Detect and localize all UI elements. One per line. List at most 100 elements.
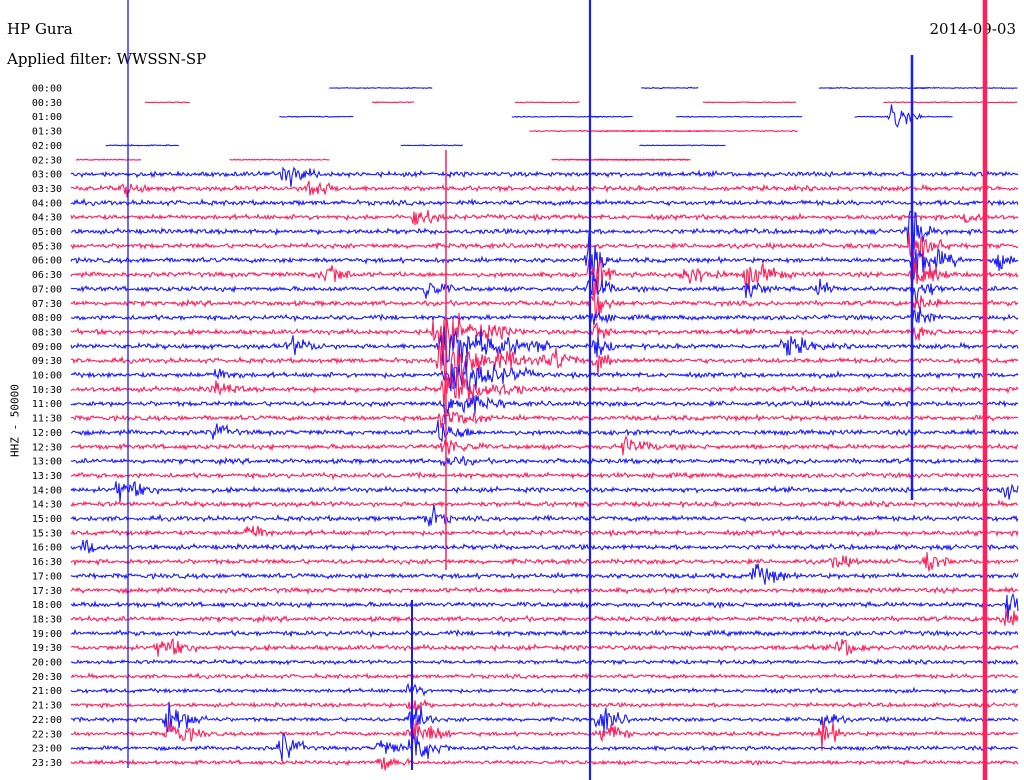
trace-row bbox=[70, 585, 1019, 596]
row-time-label: 20:00 bbox=[32, 658, 62, 669]
station-name: HP Gura bbox=[7, 20, 73, 38]
row-time-label: 21:00 bbox=[32, 686, 62, 697]
row-time-label: 08:00 bbox=[32, 313, 62, 324]
row-time-label: 09:30 bbox=[32, 356, 62, 367]
trace-row bbox=[70, 232, 1019, 263]
row-time-label: 08:30 bbox=[32, 327, 62, 338]
row-time-label: 19:00 bbox=[32, 629, 62, 640]
trace-row bbox=[70, 757, 1019, 771]
row-time-label: 21:30 bbox=[32, 701, 62, 712]
trace-row bbox=[70, 419, 1019, 442]
trace-row bbox=[70, 552, 1019, 572]
trace-row bbox=[70, 733, 1019, 762]
row-time-label: 22:30 bbox=[32, 729, 62, 740]
trace-row bbox=[279, 104, 953, 128]
trace-row bbox=[70, 210, 1019, 255]
row-time-label: 23:30 bbox=[32, 758, 62, 769]
trace-row bbox=[70, 682, 1019, 697]
row-time-label: 09:00 bbox=[32, 342, 62, 353]
row-time-label: 07:00 bbox=[32, 284, 62, 295]
trace-row bbox=[529, 129, 798, 133]
trace-row bbox=[70, 258, 1019, 295]
trace-row bbox=[70, 525, 1019, 538]
row-time-label: 06:30 bbox=[32, 270, 62, 281]
row-time-label: 03:30 bbox=[32, 184, 62, 195]
trace-row bbox=[70, 720, 1019, 751]
row-time-label: 18:00 bbox=[32, 600, 62, 611]
trace-row bbox=[70, 455, 1019, 467]
row-time-label: 23:00 bbox=[32, 744, 62, 755]
row-time-label: 11:00 bbox=[32, 399, 62, 410]
row-time-label: 00:00 bbox=[32, 84, 62, 95]
row-time-label: 19:30 bbox=[32, 643, 62, 654]
row-time-label: 01:30 bbox=[32, 127, 62, 138]
trace-row bbox=[70, 232, 1019, 280]
trace-row bbox=[70, 504, 1019, 527]
row-time-label: 22:00 bbox=[32, 715, 62, 726]
row-time-label: 03:00 bbox=[32, 170, 62, 181]
trace-row bbox=[70, 209, 1019, 226]
row-time-label: 16:00 bbox=[32, 543, 62, 554]
row-time-label: 04:00 bbox=[32, 198, 62, 209]
row-time-label: 07:30 bbox=[32, 299, 62, 310]
row-time-label: 18:30 bbox=[32, 614, 62, 625]
row-time-label: 12:30 bbox=[32, 442, 62, 453]
row-time-label: 16:30 bbox=[32, 557, 62, 568]
trace-row bbox=[70, 592, 1019, 621]
row-time-label: 04:30 bbox=[32, 213, 62, 224]
row-time-label: 17:30 bbox=[32, 586, 62, 597]
trace-row bbox=[70, 563, 1019, 585]
row-time-label: 01:00 bbox=[32, 112, 62, 123]
row-time-label: 15:00 bbox=[32, 514, 62, 525]
trace-row bbox=[105, 144, 726, 147]
trace-row bbox=[70, 312, 1019, 356]
trace-row bbox=[70, 411, 1019, 429]
trace-row bbox=[70, 499, 1019, 509]
trace-row bbox=[70, 282, 1019, 321]
row-time-label: 14:30 bbox=[32, 500, 62, 511]
trace-row bbox=[70, 326, 1019, 366]
row-time-label: 17:00 bbox=[32, 571, 62, 582]
row-time-label: 02:00 bbox=[32, 141, 62, 152]
trace-row bbox=[329, 86, 1018, 90]
row-time-label: 11:30 bbox=[32, 414, 62, 425]
row-time-label: 02:30 bbox=[32, 155, 62, 166]
trace-row bbox=[70, 166, 1019, 187]
trace-row bbox=[70, 272, 1019, 305]
trace-row bbox=[70, 435, 1019, 456]
row-time-label: 20:30 bbox=[32, 672, 62, 683]
trace-row bbox=[70, 180, 1019, 198]
trace-row bbox=[70, 471, 1019, 481]
row-time-label: 05:00 bbox=[32, 227, 62, 238]
row-time-label: 14:00 bbox=[32, 485, 62, 496]
trace-row bbox=[71, 355, 1019, 392]
row-time-label: 12:00 bbox=[32, 428, 62, 439]
row-time-label: 06:00 bbox=[32, 256, 62, 267]
row-time-label: 00:30 bbox=[32, 98, 62, 109]
trace-row bbox=[70, 306, 1019, 326]
trace-row bbox=[75, 158, 691, 162]
row-time-label: 13:00 bbox=[32, 457, 62, 468]
trace-row bbox=[70, 657, 1019, 667]
filter-label: Applied filter: WWSSN-SP bbox=[7, 50, 207, 68]
date-label: 2014-09-03 bbox=[929, 20, 1016, 38]
trace-row bbox=[70, 608, 1019, 626]
trace-row bbox=[70, 701, 1019, 733]
row-time-label: 05:30 bbox=[32, 241, 62, 252]
trace-row bbox=[70, 539, 1019, 554]
trace-row bbox=[70, 628, 1019, 639]
trace-row bbox=[70, 481, 1019, 503]
row-time-label: 10:30 bbox=[32, 385, 62, 396]
trace-row bbox=[70, 197, 1019, 208]
trace-row bbox=[70, 696, 1019, 712]
trace-row bbox=[70, 395, 1019, 425]
trace-row bbox=[70, 332, 1019, 389]
trace-row bbox=[70, 368, 1019, 410]
row-time-label: 13:30 bbox=[32, 471, 62, 482]
row-time-label: 10:00 bbox=[32, 371, 62, 382]
trace-row bbox=[70, 638, 1019, 657]
trace-row bbox=[70, 672, 1019, 680]
row-time-label: 15:30 bbox=[32, 528, 62, 539]
